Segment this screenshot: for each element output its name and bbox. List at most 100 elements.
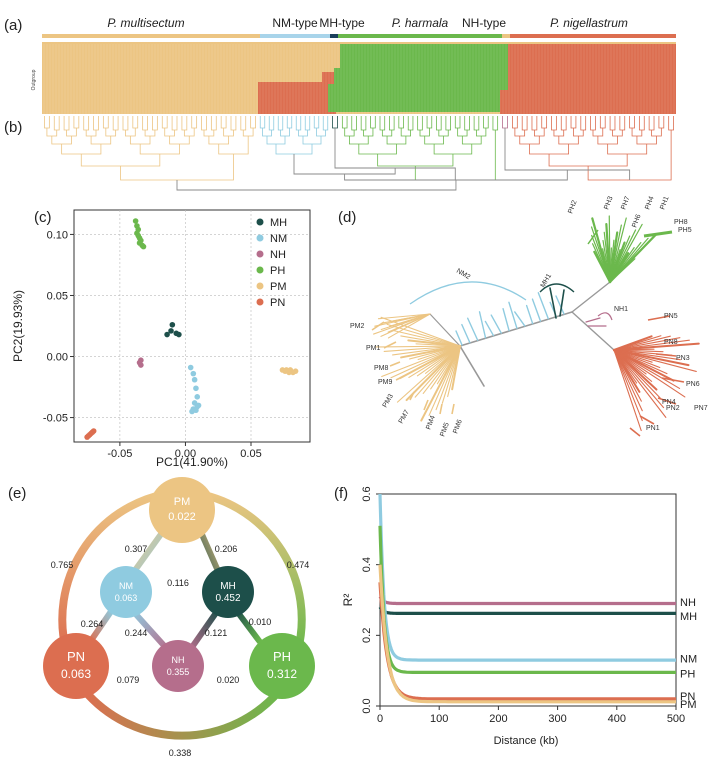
- tree-d-branch-nh: [585, 317, 601, 323]
- tree-b-branch: [295, 122, 302, 131]
- edge-label-mh-nh: 0.121: [205, 628, 228, 638]
- tree-b-branch: [461, 136, 482, 145]
- tree-b-branch: [181, 124, 188, 131]
- tip-label-pn1: PN1: [646, 425, 660, 432]
- tree-d-branch-pm: [375, 345, 461, 348]
- tree-b-branch: [132, 122, 139, 129]
- pca-point-nm: [190, 370, 197, 377]
- pca-legend-marker-nh: [256, 250, 264, 258]
- pca-point-nh: [138, 362, 144, 368]
- tree-b-branch: [313, 122, 320, 129]
- tip-label-ph1: PH1: [659, 195, 670, 210]
- ld-curves: [378, 493, 676, 704]
- tree-b-branch: [230, 122, 237, 131]
- tree-d-branch-nm: [490, 314, 502, 334]
- panel-label-d: (d): [338, 209, 356, 226]
- tree-d-branch-nm: [455, 330, 463, 346]
- tree-d-branch-pn: [613, 337, 681, 351]
- tree-b-branch: [125, 128, 136, 137]
- edge-label-pn-nh: 0.079: [117, 675, 140, 685]
- tree-b-branch: [386, 136, 407, 145]
- clade-arc-pn: [661, 377, 685, 383]
- clade-arc-mh1: [539, 283, 575, 293]
- pca-point-pn: [90, 428, 97, 434]
- tree-b-branch: [277, 124, 284, 131]
- node-pm-value: 0.022: [168, 511, 196, 523]
- pca-point-mh: [164, 331, 170, 338]
- tree-b-branch: [90, 136, 112, 145]
- tree-b-branch: [607, 144, 648, 155]
- tree-b-branch: [426, 122, 433, 129]
- tree-b-backbone: [344, 170, 568, 181]
- tree-b-branch: [492, 122, 499, 131]
- tree-b-branch: [102, 122, 109, 129]
- tree-b-branch: [529, 144, 569, 155]
- tree-d-backbone: [429, 313, 461, 347]
- tree-b-branch: [344, 128, 355, 137]
- tree-b-branch: [548, 154, 628, 167]
- clade-arc-pm: [371, 321, 385, 331]
- ld-line-nh: [378, 595, 676, 606]
- ld-line-pm: [378, 564, 676, 704]
- ld-ytick-label: 0.6: [361, 486, 373, 501]
- node-ph-name: PH: [273, 649, 291, 664]
- node-nm: [100, 566, 152, 618]
- tip-label-ph7: PH7: [620, 195, 631, 210]
- edge-label-pn-ph: 0.338: [169, 748, 192, 758]
- clade-arc-nm2: [409, 281, 527, 305]
- structure-nm-pn: [258, 82, 328, 114]
- tree-d-branch-pm: [400, 345, 461, 359]
- ld-label-nh: NH: [680, 597, 696, 609]
- ld-ytick-label: 0.0: [361, 698, 373, 713]
- tree-b-branch: [171, 122, 178, 131]
- tree-d-branch-nm: [525, 304, 534, 325]
- pca-ytick-label: -0.05: [43, 413, 68, 425]
- tree-b-branch: [259, 122, 266, 129]
- tree-b-branch: [120, 154, 234, 181]
- tree-b-branch: [164, 128, 175, 137]
- tip-label-ph4: PH4: [644, 195, 655, 210]
- tree-d-branch-nm: [466, 317, 479, 341]
- tree-d-branch-pm: [392, 345, 461, 356]
- tip-label-ph6: PH6: [631, 213, 642, 228]
- tree-b-branch: [93, 124, 99, 131]
- tip-label-pm5: PM5: [439, 422, 451, 438]
- tree-b-branch: [551, 122, 557, 131]
- tip-label-pm8: PM8: [374, 365, 389, 372]
- tree-b-branch: [483, 122, 489, 129]
- tip-label-ph5: PH5: [678, 227, 692, 234]
- group-label-pm: P. multisectum: [107, 16, 184, 30]
- tree-d-tip-labels: NM2 MH1 NH1 PH1 PH2 PH3 PH4 PH5 PH6 PH7 …: [350, 195, 708, 437]
- edge-label-pm-mh: 0.206: [215, 544, 238, 554]
- clade-arc-pm: [389, 361, 401, 367]
- tree-d-branch-pn: [613, 349, 643, 412]
- tree-d-branch-pm: [441, 345, 461, 404]
- pca-point-pm: [292, 368, 299, 374]
- tree-d-branch-pm: [381, 345, 461, 378]
- group-label-nm: NM-type: [272, 16, 318, 30]
- node-nm-name: NM: [119, 581, 133, 591]
- structure-nh-pn: [500, 90, 508, 114]
- tree-b-branch: [381, 130, 393, 137]
- tree-b-branch: [370, 122, 376, 129]
- tree-b-branch: [53, 122, 60, 131]
- tree-b-branch: [44, 122, 50, 129]
- tree-d-branch-pn: [613, 349, 675, 382]
- pca-legend-marker-ph: [256, 266, 264, 274]
- tip-label-nm2: NM2: [455, 268, 471, 282]
- tree-b-branch: [592, 128, 604, 137]
- panel-c: (c) -0.05 0.00 0.05 -0.05 0.00 0.05 0.10 PC1(4…: [11, 209, 311, 469]
- tree-b-branch: [191, 122, 198, 129]
- ld-line-nm: [378, 493, 676, 662]
- clade-arc-nh1: [597, 312, 613, 321]
- group-bar-nm: [260, 34, 330, 38]
- tree-b-branch: [436, 122, 442, 131]
- clade-arc-pn: [655, 353, 677, 357]
- tree-b-branch: [668, 122, 674, 131]
- edge-label-pm-pn: 0.765: [51, 560, 74, 570]
- tree-b-branch: [464, 122, 470, 131]
- clade-arc-pn: [629, 427, 641, 437]
- edge-pn-ph: [80, 687, 284, 740]
- tree-b-branch: [363, 128, 374, 137]
